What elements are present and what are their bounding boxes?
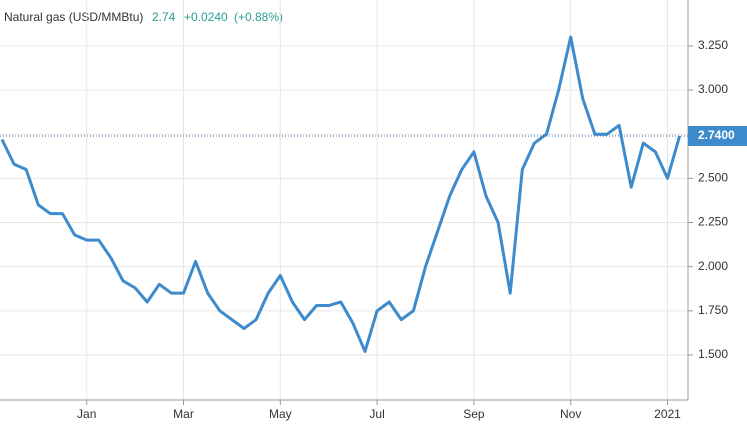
x-tick-label: Mar [173, 407, 194, 421]
y-tick-label: 2.000 [698, 259, 728, 273]
price-change-pct: (+0.88%) [234, 10, 283, 24]
x-tick-label: May [269, 407, 292, 421]
x-tick-label: Jul [369, 407, 384, 421]
y-tick-label: 3.250 [698, 38, 728, 52]
y-tick-label: 1.750 [698, 303, 728, 317]
last-price-box [688, 125, 747, 146]
y-tick-label: 1.500 [698, 347, 728, 361]
x-tick-label: Jan [77, 407, 96, 421]
y-tick-label: 2.500 [698, 171, 728, 185]
x-tick-label: Nov [560, 407, 581, 421]
price-change: +0.0240 [184, 10, 228, 24]
y-tick-label: 2.250 [698, 215, 728, 229]
chart-title: Natural gas (USD/MMBtu) [4, 10, 143, 24]
grid [0, 0, 688, 400]
x-tick-label: Sep [463, 407, 485, 421]
last-price-label: 2.7400 [698, 128, 735, 142]
last-price: 2.74 [152, 10, 176, 24]
x-tick-label: 2021 [654, 407, 681, 421]
y-tick-label: 3.000 [698, 82, 728, 96]
price-line [0, 35, 682, 353]
